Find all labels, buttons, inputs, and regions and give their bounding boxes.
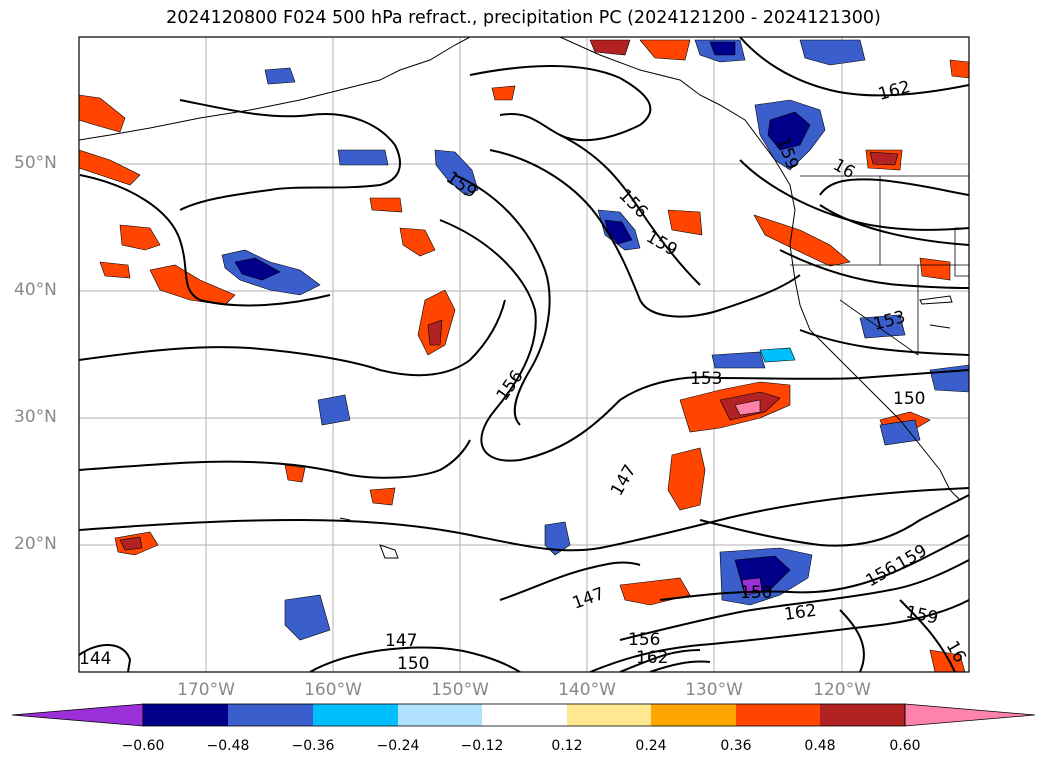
precip-negative-areas <box>221 39 969 641</box>
lon-label: 160°W <box>304 680 362 700</box>
contour-label: 156 <box>628 630 660 650</box>
colorbar-bin <box>398 704 482 726</box>
colorbar-tick-label: −0.24 <box>376 738 420 754</box>
colorbar-bin <box>143 704 228 726</box>
refractivity-contours <box>79 37 969 672</box>
contour-label: 150 <box>397 654 429 674</box>
lat-label: 40°N <box>14 280 57 300</box>
contour-label: 162 <box>636 648 668 668</box>
contour-label: 147 <box>385 631 417 651</box>
map-frame <box>78 36 970 673</box>
colorbar-tick-label: 0.36 <box>720 738 752 754</box>
coastlines <box>79 37 969 559</box>
lon-label: 130°W <box>685 680 743 700</box>
precip-positive-areas <box>79 39 969 672</box>
figure-title: 2024120800 F024 500 hPa refract., precip… <box>166 8 881 28</box>
colorbar-tick-label: 0.24 <box>635 738 667 754</box>
colorbar-bin <box>567 704 651 726</box>
colorbar-tick-label: −0.12 <box>460 738 504 754</box>
colorbar-tick-label: −0.36 <box>291 738 335 754</box>
lon-label: 120°W <box>813 680 871 700</box>
colorbar-bin <box>651 704 736 726</box>
colorbar-bin <box>482 704 567 726</box>
contour-label: 150 <box>740 583 772 603</box>
map-background <box>79 37 969 672</box>
map-content <box>79 37 969 672</box>
lat-label: 50°N <box>14 153 57 173</box>
colorbar-tick-label: 0.48 <box>804 738 836 754</box>
contour-label: 153 <box>690 369 722 389</box>
colorbar-tick-label: 0.60 <box>889 738 921 754</box>
colorbar-bin <box>313 704 398 726</box>
colorbar-tick-label: −0.60 <box>121 738 165 754</box>
lat-label: 30°N <box>14 407 57 427</box>
colorbar-tick-label: 0.12 <box>551 738 583 754</box>
colorbar-tick-label: −0.48 <box>206 738 250 754</box>
colorbar-bin <box>736 704 820 726</box>
colorbar-extend-high <box>904 703 1036 727</box>
lon-label: 150°W <box>431 680 489 700</box>
lat-label: 20°N <box>14 534 57 554</box>
colorbar <box>11 703 1036 727</box>
contour-label: 150 <box>893 389 925 409</box>
contour-label: 144 <box>79 649 111 669</box>
colorbar-extend-low <box>11 703 144 727</box>
colorbar-bin <box>228 704 313 726</box>
colorbar-bin <box>820 704 905 726</box>
lon-label: 170°W <box>177 680 235 700</box>
colorbar-frame <box>142 703 906 727</box>
contour-label: 162 <box>783 601 818 625</box>
lon-label: 140°W <box>558 680 616 700</box>
